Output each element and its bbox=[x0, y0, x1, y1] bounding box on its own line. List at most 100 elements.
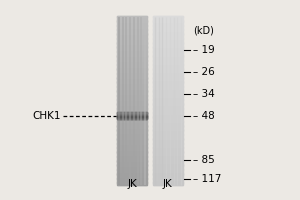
Bar bbox=[153, 168, 183, 169]
Bar bbox=[117, 68, 147, 69]
Bar bbox=[117, 42, 147, 43]
Bar bbox=[117, 57, 147, 58]
Bar bbox=[153, 171, 183, 172]
Bar bbox=[153, 64, 183, 65]
Bar bbox=[153, 42, 183, 43]
Bar bbox=[153, 32, 183, 33]
Bar bbox=[117, 116, 147, 117]
Bar bbox=[153, 145, 183, 146]
Bar bbox=[117, 45, 147, 46]
Bar bbox=[153, 60, 183, 61]
Bar bbox=[117, 117, 147, 118]
Bar bbox=[153, 128, 183, 129]
Bar bbox=[153, 111, 183, 112]
Bar bbox=[153, 103, 183, 104]
Bar bbox=[117, 111, 147, 112]
Text: – 19: – 19 bbox=[193, 45, 215, 55]
Bar bbox=[117, 162, 147, 163]
Bar bbox=[117, 35, 147, 36]
Bar bbox=[117, 81, 147, 82]
Bar bbox=[153, 81, 183, 82]
Bar bbox=[117, 51, 147, 52]
Bar bbox=[153, 86, 183, 87]
Bar bbox=[153, 169, 183, 170]
Bar bbox=[117, 60, 147, 61]
Bar bbox=[153, 136, 183, 137]
Bar bbox=[117, 22, 147, 23]
Text: – 26: – 26 bbox=[193, 67, 215, 77]
Bar bbox=[153, 173, 183, 174]
Bar bbox=[117, 160, 147, 161]
Bar bbox=[153, 133, 183, 134]
Bar bbox=[117, 26, 147, 27]
Bar bbox=[153, 104, 183, 105]
Bar bbox=[117, 122, 147, 123]
Bar bbox=[117, 92, 147, 93]
Bar bbox=[153, 70, 183, 71]
Bar bbox=[153, 47, 183, 48]
Bar bbox=[153, 72, 183, 73]
Bar bbox=[117, 55, 147, 56]
Bar bbox=[117, 54, 147, 55]
Text: CHK1: CHK1 bbox=[32, 111, 60, 121]
Bar bbox=[117, 118, 147, 119]
Bar bbox=[153, 120, 183, 121]
Bar bbox=[153, 174, 183, 175]
Bar bbox=[117, 25, 147, 26]
Bar bbox=[117, 170, 147, 171]
Bar bbox=[117, 17, 147, 18]
Bar bbox=[117, 91, 147, 92]
Bar bbox=[117, 46, 147, 47]
Bar bbox=[117, 147, 147, 148]
Bar bbox=[117, 171, 147, 172]
Bar bbox=[153, 68, 183, 69]
Bar bbox=[117, 86, 147, 87]
Bar bbox=[117, 80, 147, 81]
Bar bbox=[117, 24, 147, 25]
Bar bbox=[153, 162, 183, 163]
Bar bbox=[117, 64, 147, 65]
Bar bbox=[153, 147, 183, 148]
Bar bbox=[117, 156, 147, 157]
Bar bbox=[117, 113, 147, 114]
Bar bbox=[153, 89, 183, 90]
Bar bbox=[117, 91, 147, 92]
Bar bbox=[153, 25, 183, 26]
Bar bbox=[117, 117, 147, 118]
Bar bbox=[117, 157, 147, 158]
Bar bbox=[153, 163, 183, 164]
Bar bbox=[117, 85, 147, 86]
Bar bbox=[153, 53, 183, 54]
Bar bbox=[117, 112, 147, 113]
Bar bbox=[117, 33, 147, 34]
Bar bbox=[117, 169, 147, 170]
Bar bbox=[153, 68, 183, 69]
Bar bbox=[117, 169, 147, 170]
Bar bbox=[153, 118, 183, 119]
Bar bbox=[153, 100, 183, 101]
Bar bbox=[153, 36, 183, 37]
Bar bbox=[153, 85, 183, 86]
Bar bbox=[117, 149, 147, 150]
Bar bbox=[153, 127, 183, 128]
Bar bbox=[117, 69, 147, 70]
Bar bbox=[153, 54, 183, 55]
Bar bbox=[153, 91, 183, 92]
Bar bbox=[117, 79, 147, 80]
Bar bbox=[117, 18, 147, 19]
Bar bbox=[153, 183, 183, 184]
Bar bbox=[117, 175, 147, 176]
Bar bbox=[117, 178, 147, 179]
Bar bbox=[153, 48, 183, 49]
Bar bbox=[117, 59, 147, 60]
Text: JK: JK bbox=[163, 179, 173, 189]
Bar bbox=[153, 140, 183, 141]
Bar bbox=[153, 123, 183, 124]
Bar bbox=[117, 66, 147, 67]
Bar bbox=[153, 56, 183, 57]
Bar bbox=[117, 50, 147, 51]
Bar bbox=[153, 24, 183, 25]
Bar bbox=[117, 67, 147, 68]
Bar bbox=[153, 139, 183, 140]
Bar bbox=[153, 104, 183, 105]
